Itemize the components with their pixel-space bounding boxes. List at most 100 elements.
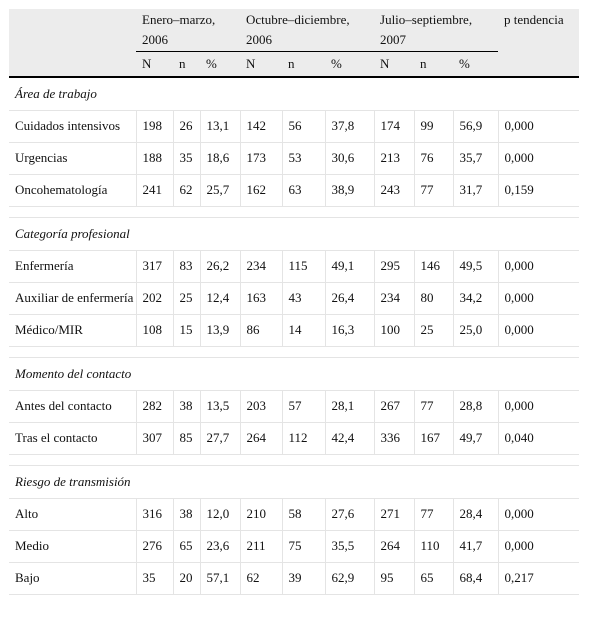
table-cell: 0,000: [497, 282, 580, 315]
table-cell: 65: [413, 562, 454, 595]
table-cell: 49,5: [452, 250, 499, 283]
header-sub-empty: [498, 51, 580, 78]
table-cell: 146: [413, 250, 454, 283]
table-cell: 213: [373, 142, 415, 175]
table-cell: 115: [281, 250, 326, 283]
table-cell: 77: [413, 498, 454, 531]
table-cell: 234: [239, 250, 283, 283]
header-corner-bottom: [9, 51, 136, 78]
table-cell: 173: [239, 142, 283, 175]
table-cell: 202: [135, 282, 173, 315]
section-spacer-cell: [9, 454, 580, 466]
row-label: Bajo: [9, 562, 136, 595]
table-cell: 35: [135, 562, 173, 595]
row-label: Tras el contacto: [9, 422, 136, 455]
table-cell: 95: [373, 562, 415, 595]
table-cell: 26,2: [199, 250, 241, 283]
table-cell: 23,6: [199, 530, 241, 563]
table-cell: 163: [239, 282, 283, 315]
table-cell: 35,7: [452, 142, 499, 175]
table-cell: 49,1: [324, 250, 375, 283]
row-label: Medio: [9, 530, 136, 563]
section-row: Riesgo de transmisión: [9, 465, 580, 499]
table-cell: 25,7: [199, 174, 241, 207]
header-sub-N: N: [374, 51, 415, 78]
table-cell: 295: [373, 250, 415, 283]
table-cell: 0,159: [497, 174, 580, 207]
table-cell: 58: [281, 498, 326, 531]
table-cell: 85: [172, 422, 200, 455]
table-row: Auxiliar de enfermería 202 25 12,4 163 43 26,4…: [9, 282, 580, 315]
table-cell: 0,000: [497, 314, 580, 347]
table-cell: 188: [135, 142, 173, 175]
table-cell: 167: [413, 422, 454, 455]
section-row: Categoría profesional: [9, 217, 580, 251]
row-label: Auxiliar de enfermería: [9, 282, 136, 315]
table-cell: 57,1: [199, 562, 241, 595]
table-cell: 63: [281, 174, 326, 207]
table-row: Antes del contacto 282 38 13,5 203 57 28,1 267 7…: [9, 390, 580, 423]
table-cell: 276: [135, 530, 173, 563]
header-sub-N: N: [136, 51, 173, 78]
table-cell: 39: [281, 562, 326, 595]
table-cell: 112: [281, 422, 326, 455]
row-label: Alto: [9, 498, 136, 531]
table-cell: 99: [413, 110, 454, 143]
section-title: Categoría profesional: [9, 217, 580, 251]
table-cell: 316: [135, 498, 173, 531]
table-cell: 42,4: [324, 422, 375, 455]
table-cell: 317: [135, 250, 173, 283]
table-cell: 12,4: [199, 282, 241, 315]
header-group-2: Octubre–diciembre, 2006: [240, 9, 375, 52]
table-cell: 16,3: [324, 314, 375, 347]
table-cell: 25: [413, 314, 454, 347]
table-cell: 43: [281, 282, 326, 315]
table-cell: 26: [172, 110, 200, 143]
table-cell: 35,5: [324, 530, 375, 563]
table-cell: 49,7: [452, 422, 499, 455]
table-cell: 37,8: [324, 110, 375, 143]
table-header: Enero–marzo, 2006 Octubre–diciembre, 200…: [9, 9, 580, 78]
section-spacer-cell: [9, 206, 580, 218]
row-label: Médico/MIR: [9, 314, 136, 347]
table-cell: 76: [413, 142, 454, 175]
table-cell: 142: [239, 110, 283, 143]
table-cell: 198: [135, 110, 173, 143]
table-cell: 38: [172, 498, 200, 531]
table-cell: 110: [413, 530, 454, 563]
table-cell: 0,000: [497, 530, 580, 563]
table-cell: 13,9: [199, 314, 241, 347]
table-cell: 41,7: [452, 530, 499, 563]
table-cell: 307: [135, 422, 173, 455]
table-row: Tras el contacto 307 85 27,7 264 112 42,4 336 16…: [9, 422, 580, 455]
table-cell: 267: [373, 390, 415, 423]
table-cell: 210: [239, 498, 283, 531]
table-cell: 30,6: [324, 142, 375, 175]
section-spacer: [9, 206, 580, 218]
table-cell: 83: [172, 250, 200, 283]
table-cell: 13,5: [199, 390, 241, 423]
table-cell: 174: [373, 110, 415, 143]
table-cell: 28,1: [324, 390, 375, 423]
table-row: Oncohematología 241 62 25,7 162 63 38,9 243 77 31…: [9, 174, 580, 207]
section-spacer: [9, 454, 580, 466]
table-cell: 0,000: [497, 390, 580, 423]
table-cell: 0,000: [497, 142, 580, 175]
row-label: Cuidados intensivos: [9, 110, 136, 143]
table-row: Alto 316 38 12,0 210 58 27,6 271 77 28,4 0,000: [9, 498, 580, 531]
table-cell: 241: [135, 174, 173, 207]
section-spacer: [9, 346, 580, 358]
table-cell: 25: [172, 282, 200, 315]
section-title: Área de trabajo: [9, 77, 580, 111]
table-row: Bajo 35 20 57,1 62 39 62,9 95 65 68,4 0,217: [9, 562, 580, 595]
row-label: Enfermería: [9, 250, 136, 283]
table-row: Enfermería 317 83 26,2 234 115 49,1 295 146 49,5 0…: [9, 250, 580, 283]
table-cell: 234: [373, 282, 415, 315]
table-cell: 27,7: [199, 422, 241, 455]
section-row: Momento del contacto: [9, 357, 580, 391]
header-sub-n: n: [414, 51, 454, 78]
table-row: Urgencias 188 35 18,6 173 53 30,6 213 76 35,7 0,00…: [9, 142, 580, 175]
header-sub-n: n: [282, 51, 326, 78]
table-cell: 35: [172, 142, 200, 175]
data-table: Enero–marzo, 2006 Octubre–diciembre, 200…: [9, 9, 580, 595]
